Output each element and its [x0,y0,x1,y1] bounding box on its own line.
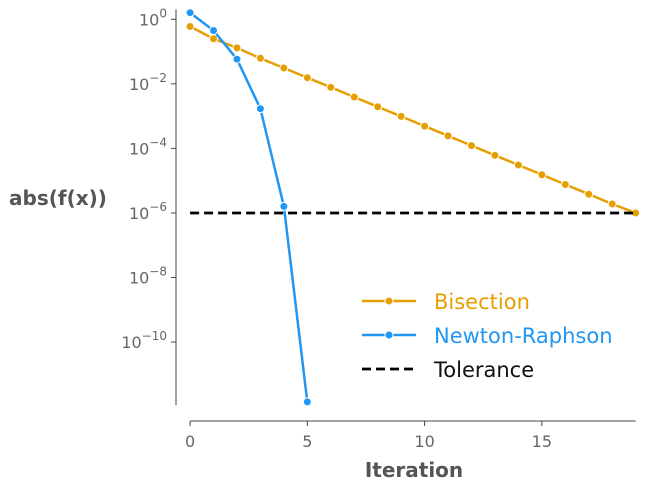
newton-raphson-point [255,104,265,114]
y-tick-label: 10−4 [129,135,167,158]
bisection-point [584,189,594,199]
legend-label-tolerance: Tolerance [433,358,534,382]
legend: Bisection Newton-Raphson Tolerance [362,290,613,382]
bisection-point [185,21,195,31]
legend-marker-newton-raphson [384,330,394,340]
y-tick-label: 10−2 [129,71,167,94]
bisection-point [373,102,383,112]
newton-raphson-point [302,397,312,407]
x-tick-label: 10 [414,432,434,451]
y-tick-label: 10−6 [129,200,167,223]
y-tick-label: 10−10 [121,329,167,352]
newton-raphson-point [232,54,242,64]
newton-raphson-line [189,11,309,403]
series-layer [185,8,641,407]
legend-label-newton-raphson: Newton-Raphson [434,324,613,348]
bisection-point [302,73,312,83]
legend-marker-bisection [384,296,394,306]
x-tick-label: 0 [185,432,195,451]
bisection-point [255,53,265,63]
newton-raphson-point [185,8,195,18]
bisection-point [443,131,453,141]
bisection-point [326,82,336,92]
axes: 0 5 10 15 100 10−2 10−4 10−6 10−8 10−10 [121,6,636,451]
bisection-point [279,63,289,73]
newton-raphson-point [209,25,219,35]
y-axis-title: abs(f(x)) [9,186,107,210]
bisection-point [466,141,476,151]
newton-raphson-point [279,201,289,211]
x-tick-label: 5 [302,432,312,451]
x-axis-title: Iteration [365,458,463,482]
bisection-point [513,160,523,170]
bisection-point [349,92,359,102]
bisection-point [490,150,500,160]
y-tick-label: 100 [139,6,167,29]
bisection-point [420,121,430,131]
bisection-point [607,199,617,209]
y-tick-label: 10−8 [129,265,167,288]
bisection-point [209,34,219,44]
bisection-point [232,43,242,53]
bisection-point [537,170,547,180]
legend-label-bisection: Bisection [434,290,530,314]
bisection-point [396,111,406,121]
x-tick-label: 15 [532,432,552,451]
bisection-point [560,180,570,190]
